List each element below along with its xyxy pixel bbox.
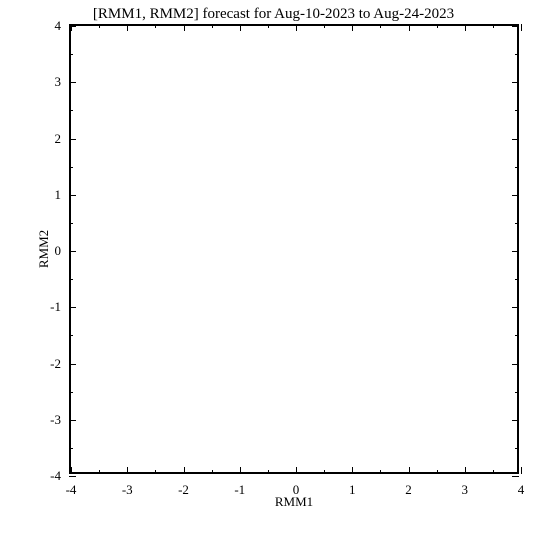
y-tick-right-minor [515,335,519,336]
y-tick [69,82,76,83]
y-tick [69,195,76,196]
x-tick-top [352,24,353,31]
y-tick-minor [69,223,73,224]
x-tick-minor [99,470,100,474]
y-tick-right [512,195,519,196]
y-tick-label: -2 [50,356,61,372]
y-tick-label: 4 [55,18,62,34]
y-tick [69,364,76,365]
y-tick-right-minor [515,279,519,280]
x-tick-label: 4 [518,482,525,498]
x-tick-label: -4 [66,482,77,498]
x-tick-top-minor [268,24,269,28]
x-tick-top [296,24,297,31]
x-tick-minor [268,470,269,474]
x-tick-minor [380,470,381,474]
chart-title: [RMM1, RMM2] forecast for Aug-10-2023 to… [0,6,547,23]
x-tick-top [184,24,185,31]
y-tick-label: 1 [55,187,62,203]
y-tick-right-minor [515,167,519,168]
x-tick-top [465,24,466,31]
y-tick-right-minor [515,54,519,55]
y-tick [69,476,76,477]
x-tick [71,467,72,474]
y-tick-label: -1 [50,299,61,315]
y-tick-minor [69,110,73,111]
chart-container: [RMM1, RMM2] forecast for Aug-10-2023 to… [0,0,547,547]
x-tick-top [127,24,128,31]
x-tick-label: -1 [234,482,245,498]
x-tick-top [240,24,241,31]
y-tick-right [512,251,519,252]
x-tick [409,467,410,474]
x-tick-top-minor [437,24,438,28]
x-tick-top-minor [212,24,213,28]
plot-area: RMM1 RMM2 -4-3-2-101234-4-3-2-101234 [69,24,519,474]
x-tick [184,467,185,474]
x-tick [127,467,128,474]
y-axis-title: RMM2 [36,230,52,268]
x-tick-label: 2 [405,482,412,498]
y-tick-right [512,420,519,421]
y-tick-right [512,82,519,83]
x-tick-top [521,24,522,31]
y-tick-right [512,364,519,365]
y-tick-label: 2 [55,131,62,147]
x-tick-minor [212,470,213,474]
x-tick [465,467,466,474]
x-tick-label: 0 [293,482,300,498]
y-tick-right-minor [515,392,519,393]
y-tick-minor [69,54,73,55]
x-tick-minor [155,470,156,474]
y-tick-right-minor [515,223,519,224]
x-tick-minor [324,470,325,474]
y-tick-minor [69,448,73,449]
x-tick-label: -2 [178,482,189,498]
x-tick-top-minor [493,24,494,28]
y-tick-right [512,26,519,27]
y-tick [69,26,76,27]
x-tick-minor [437,470,438,474]
y-tick [69,139,76,140]
y-tick-label: 0 [55,243,62,259]
y-tick-minor [69,279,73,280]
x-tick [521,467,522,474]
x-tick-label: 1 [349,482,356,498]
y-tick-label: -3 [50,412,61,428]
x-tick [352,467,353,474]
x-tick-top-minor [99,24,100,28]
y-tick-minor [69,392,73,393]
y-tick-right [512,476,519,477]
x-tick [240,467,241,474]
x-tick-label: 3 [462,482,469,498]
y-tick-right [512,307,519,308]
x-tick-top-minor [380,24,381,28]
y-tick-right-minor [515,448,519,449]
x-tick-top [409,24,410,31]
x-tick [296,467,297,474]
y-tick-label: 3 [55,74,62,90]
y-tick [69,251,76,252]
y-tick [69,420,76,421]
x-tick-minor [493,470,494,474]
y-tick [69,307,76,308]
x-tick-top-minor [155,24,156,28]
y-tick-right [512,139,519,140]
x-tick-top-minor [324,24,325,28]
y-tick-minor [69,335,73,336]
y-tick-right-minor [515,110,519,111]
y-tick-minor [69,167,73,168]
x-tick-label: -3 [122,482,133,498]
y-tick-label: -4 [50,468,61,484]
